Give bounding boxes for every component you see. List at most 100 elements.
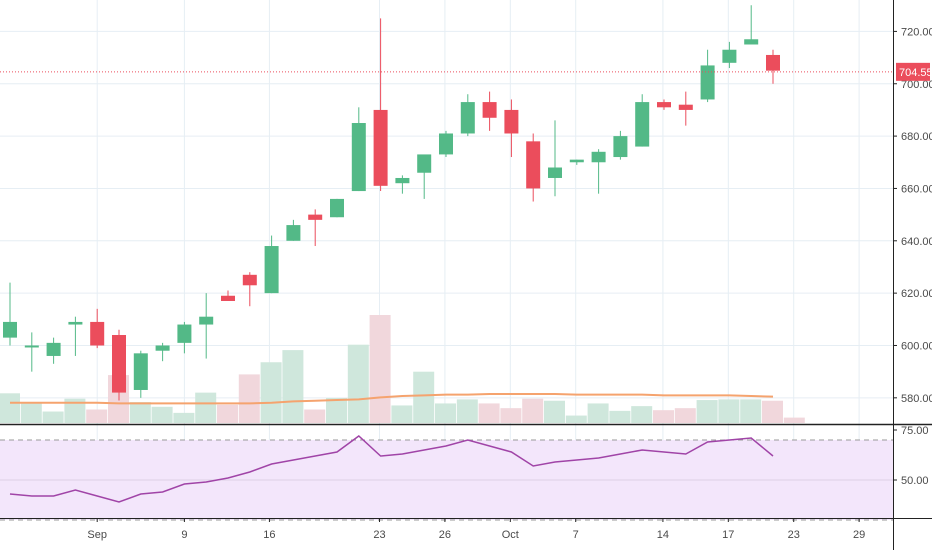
volume-bar xyxy=(347,344,369,423)
volume-bar xyxy=(653,410,674,423)
volume-bar xyxy=(282,350,304,423)
volume-bar xyxy=(217,404,238,423)
candle-body xyxy=(744,39,759,45)
volume-bar xyxy=(64,398,86,423)
candle-body xyxy=(68,321,83,325)
volume-bar xyxy=(718,399,740,423)
candle-body xyxy=(526,141,541,189)
candle-body xyxy=(613,136,628,158)
volume-bar xyxy=(151,406,173,423)
candle-body xyxy=(330,198,344,218)
volume-bar xyxy=(391,405,413,423)
volume-bar xyxy=(238,374,260,423)
candle-body xyxy=(133,353,148,390)
x-tick-label: 23 xyxy=(788,529,800,541)
x-tick-label: 29 xyxy=(853,529,865,541)
volume-bar xyxy=(20,402,42,423)
candle-body xyxy=(700,65,715,100)
volume-bar xyxy=(129,402,151,423)
last-price-badge xyxy=(896,62,930,81)
candle-body xyxy=(199,316,214,325)
volume-bar xyxy=(260,362,282,423)
x-tick-label: 16 xyxy=(263,529,275,541)
candlesticks xyxy=(3,5,780,401)
candle-body xyxy=(242,274,257,286)
rsi-line xyxy=(9,435,774,503)
volume-bar xyxy=(631,406,653,423)
volume-bar xyxy=(173,412,195,423)
volume-bar xyxy=(500,408,522,423)
rsi-pane xyxy=(0,435,893,521)
volume-bar xyxy=(326,398,347,423)
volume-bar xyxy=(304,409,326,423)
candle-body xyxy=(548,167,562,178)
volume-bars xyxy=(0,315,805,423)
volume-bar xyxy=(587,403,609,423)
x-tick-label: 17 xyxy=(722,529,734,541)
candle-body xyxy=(90,321,105,346)
candle-body xyxy=(678,104,693,110)
candle-body xyxy=(155,345,170,351)
volume-bar xyxy=(609,410,631,423)
volume-moving-average xyxy=(10,392,774,405)
volume-bar xyxy=(544,400,565,423)
volume-bar xyxy=(42,411,64,423)
price-tick-label: 620.00 xyxy=(901,288,932,300)
volume-bar xyxy=(435,403,456,423)
volume-bar xyxy=(456,399,478,423)
volume-bar xyxy=(740,399,762,423)
candle-body xyxy=(373,109,388,186)
volume-bar xyxy=(0,393,20,423)
candle-body xyxy=(439,133,453,155)
price-tick-label: 580.00 xyxy=(901,393,932,405)
price-tick-label: 720.00 xyxy=(901,26,932,38)
volume-bar xyxy=(478,403,500,423)
volume-bar xyxy=(86,409,108,423)
x-tick-label: 7 xyxy=(573,529,579,541)
last-price-label: 704.55 xyxy=(899,67,932,79)
candle-body xyxy=(286,225,301,241)
candle-body xyxy=(722,49,737,63)
price-tick-label: 680.00 xyxy=(901,131,932,143)
rsi-tick-label: 50.00 xyxy=(901,475,929,487)
candle-body xyxy=(460,102,475,134)
candle-body xyxy=(417,154,432,173)
volume-bar xyxy=(696,400,718,423)
candle-body xyxy=(264,246,279,294)
volume-bar xyxy=(783,417,805,423)
candle-body xyxy=(221,295,235,301)
candle-body xyxy=(766,54,780,71)
x-tick-label: 14 xyxy=(657,529,669,541)
volume-ma-line xyxy=(10,392,774,405)
candle-body xyxy=(46,342,61,356)
price-tick-label: 700.00 xyxy=(901,79,932,91)
volume-bar xyxy=(413,371,435,423)
candle-body xyxy=(351,123,366,192)
volume-bar xyxy=(522,398,544,423)
rsi-tick-label: 75.00 xyxy=(901,425,929,437)
x-tick-label: Sep xyxy=(87,529,107,541)
candle-body xyxy=(112,335,126,393)
price-tick-label: 660.00 xyxy=(901,183,932,195)
volume-bar xyxy=(369,315,391,423)
x-tick-label: 9 xyxy=(181,529,187,541)
candle-body xyxy=(591,151,606,163)
candle-body xyxy=(395,177,410,184)
volume-bar xyxy=(762,400,783,423)
candle-body xyxy=(24,345,39,348)
x-tick-label: Oct xyxy=(502,529,519,541)
volume-bar xyxy=(195,392,217,423)
price-tick-label: 640.00 xyxy=(901,236,932,248)
volume-bar xyxy=(565,415,587,423)
candle-body xyxy=(308,214,323,220)
candle-body xyxy=(657,102,671,108)
price-tick-label: 600.00 xyxy=(901,340,932,352)
candle-body xyxy=(3,321,17,338)
candle-body xyxy=(569,159,584,163)
x-tick-label: 23 xyxy=(373,529,385,541)
volume-bar xyxy=(674,408,696,423)
candle-body xyxy=(482,102,497,118)
